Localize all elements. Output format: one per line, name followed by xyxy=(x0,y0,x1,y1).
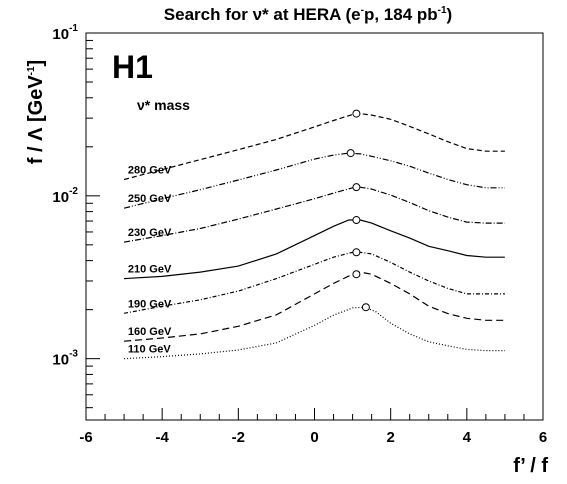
series-peak-marker xyxy=(352,270,361,279)
y-axis-label: f / Λ [GeV-1] xyxy=(25,60,47,164)
series-peak-marker xyxy=(352,183,361,192)
x-tick-label: -6 xyxy=(79,429,92,446)
x-tick-label: 6 xyxy=(539,429,547,446)
y-tick-label: 10-3 xyxy=(52,349,78,369)
series-label: 110 GeV xyxy=(128,344,171,356)
series-label: 230 GeV xyxy=(128,227,172,239)
x-tick-label: 4 xyxy=(463,429,472,446)
series-line xyxy=(124,219,505,280)
axis-ticks: -6 -4 -2 0 2 4 6 10-3 10-2 10-1 xyxy=(52,23,547,446)
h1-logo: H1 xyxy=(112,49,153,85)
y-tick-label: 10-2 xyxy=(52,186,78,206)
series-line xyxy=(123,251,505,314)
x-axis-label: f’ / f xyxy=(513,455,548,477)
x-tick-label: -4 xyxy=(155,429,169,446)
series-peak-marker xyxy=(361,303,370,312)
series-line xyxy=(124,271,505,342)
x-tick-label: -2 xyxy=(232,429,245,446)
series-line xyxy=(123,186,505,243)
series-label: 160 GeV xyxy=(128,326,172,338)
series-layer: 280 GeV 250 GeV 230 GeV 210 GeV 190 GeV 160 G… xyxy=(123,109,505,360)
legend-heading: ν* mass xyxy=(137,97,190,113)
series-line xyxy=(124,306,505,360)
series-line xyxy=(123,152,505,209)
series-label: 250 GeV xyxy=(128,193,172,205)
series-line xyxy=(123,112,505,181)
x-tick-label: 0 xyxy=(310,429,318,446)
series-peak-marker xyxy=(352,248,361,257)
chart-title: Search for ν* at HERA (e-p, 184 pb-1) xyxy=(164,5,452,24)
series-label: 280 GeV xyxy=(128,164,172,176)
series-peak-marker xyxy=(346,149,355,158)
y-tick-label: 10-1 xyxy=(52,23,78,43)
series-label: 190 GeV xyxy=(128,298,172,310)
series-peak-marker xyxy=(352,216,361,225)
series-label: 210 GeV xyxy=(128,264,172,276)
x-tick-label: 2 xyxy=(386,429,394,446)
series-peak-marker xyxy=(352,109,361,118)
